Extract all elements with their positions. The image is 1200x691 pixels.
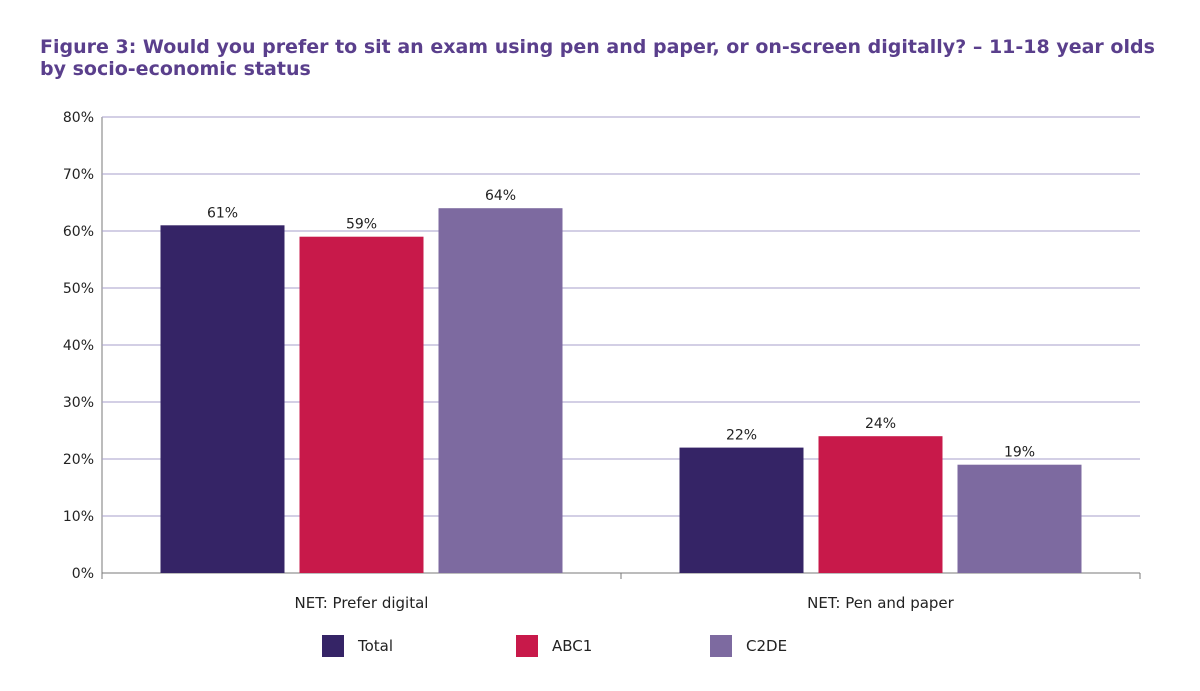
y-tick-label: 30% xyxy=(63,395,94,411)
data-label: 19% xyxy=(1004,445,1035,461)
bar-c2de xyxy=(438,208,563,573)
legend-label-total: Total xyxy=(358,637,394,655)
legend-item-total: Total xyxy=(322,635,393,657)
y-tick-label: 0% xyxy=(72,566,94,582)
legend-swatch-total xyxy=(322,635,344,657)
data-label: 64% xyxy=(485,188,516,204)
x-category-label: NET: Prefer digital xyxy=(295,594,429,612)
legend-label-c2de: C2DE xyxy=(746,637,788,655)
data-label: 24% xyxy=(865,416,896,432)
bar-total xyxy=(679,447,804,573)
chart-title: Figure 3: Would you prefer to sit an exa… xyxy=(40,36,1155,80)
bar-abc1 xyxy=(818,436,943,573)
legend-item-abc1: ABC1 xyxy=(516,635,592,657)
y-tick-label: 20% xyxy=(63,452,94,468)
legend-swatch-c2de xyxy=(710,635,732,657)
y-tick-label: 80% xyxy=(63,110,94,126)
x-category-label: NET: Pen and paper xyxy=(807,594,955,612)
y-tick-label: 50% xyxy=(63,281,94,297)
y-tick-label: 60% xyxy=(63,224,94,240)
y-tick-label: 40% xyxy=(63,338,94,354)
bar-abc1 xyxy=(299,236,424,573)
data-label: 59% xyxy=(346,217,377,233)
legend-label-abc1: ABC1 xyxy=(552,637,593,655)
y-tick-label: 70% xyxy=(63,167,94,183)
legend-item-c2de: C2DE xyxy=(710,635,787,657)
bar-total xyxy=(160,225,285,574)
data-label: 61% xyxy=(207,205,238,221)
y-tick-label: 10% xyxy=(63,509,94,525)
legend-swatch-abc1 xyxy=(516,635,538,657)
chart-legend: Total ABC1 C2DE xyxy=(0,635,1200,661)
data-label: 22% xyxy=(726,428,757,444)
bar-c2de xyxy=(957,464,1082,573)
